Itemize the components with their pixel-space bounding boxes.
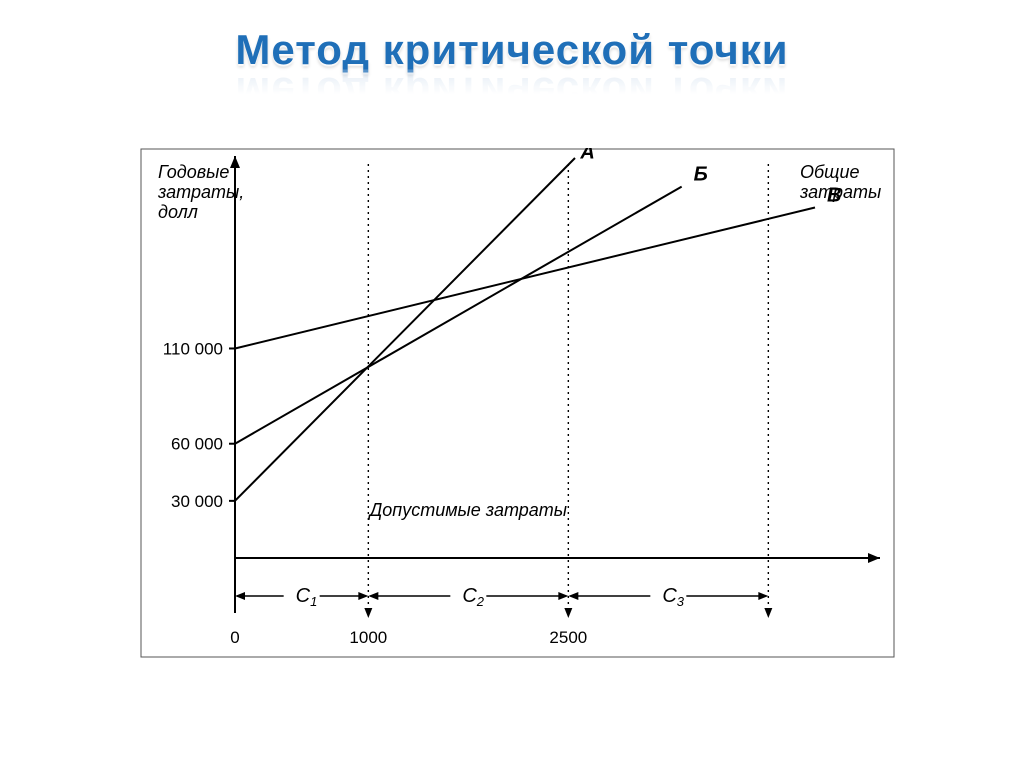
title-reflection: Метод критической точки: [0, 68, 1024, 116]
series-A: [235, 158, 575, 501]
series-label-B: Б: [694, 164, 708, 186]
x-tick-label: 1000: [349, 628, 387, 647]
inner-label: Допустимые затраты: [368, 500, 567, 520]
breakeven-chart: Годовыезатраты,доллОбщиезатраты30 00060 …: [140, 148, 895, 658]
right-label: Общие: [800, 162, 859, 182]
series-B: [235, 187, 682, 444]
y-axis-title: затраты,: [157, 182, 244, 202]
y-tick-label: 60 000: [171, 435, 223, 454]
chart-svg: Годовыезатраты,доллОбщиезатраты30 00060 …: [140, 148, 895, 658]
x-tick-label: 0: [230, 628, 239, 647]
series-label-V: В: [827, 185, 841, 207]
series-label-A: А: [579, 148, 594, 164]
page-title: Метод критической точки Метод критическо…: [0, 26, 1024, 116]
series-V: [235, 208, 815, 349]
title-text: Метод критической точки: [235, 26, 788, 73]
x-tick-label: 2500: [549, 628, 587, 647]
y-axis-title: долл: [158, 202, 198, 222]
y-tick-label: 110 000: [163, 339, 223, 358]
y-axis-title: Годовые: [158, 162, 229, 182]
y-tick-label: 30 000: [171, 492, 223, 511]
